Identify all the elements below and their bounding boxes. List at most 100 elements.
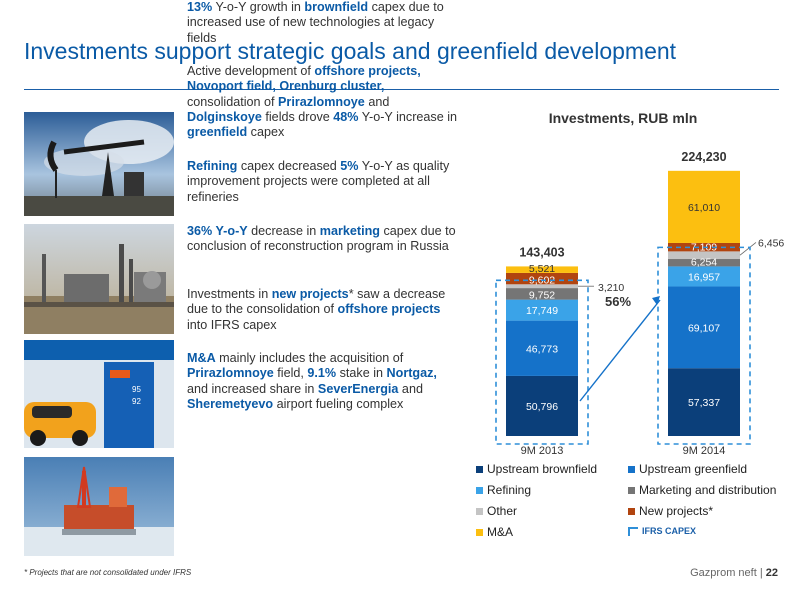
company-name: Gazprom neft | <box>690 567 763 579</box>
legend-item: Upstream brownfield <box>476 462 597 476</box>
footer: Gazprom neft | 22 <box>690 567 778 579</box>
body-text: and increased share in <box>187 381 318 396</box>
body-text: consolidation of <box>187 94 279 109</box>
legend-label: Other <box>487 504 518 518</box>
growth-arrow <box>579 299 661 402</box>
paragraph-greenfield: Active development of offshore projects,… <box>187 64 457 140</box>
growth-label: 56% <box>605 294 631 309</box>
x-tick-label: 9M 2014 <box>683 445 726 457</box>
data-label: 6,254 <box>691 256 717 268</box>
legend-item: New projects* <box>628 504 713 518</box>
chart-title: Investments, RUB mln <box>548 110 698 126</box>
body-text: and <box>364 94 390 109</box>
oil-pumpjack-image <box>24 112 174 216</box>
bar-segment <box>668 368 740 436</box>
legend-item: Upstream greenfield <box>628 462 747 476</box>
data-label: 46,773 <box>526 343 558 355</box>
paragraph-refining: Refining capex decreased 5% Y-o-Y as qua… <box>187 159 457 205</box>
highlight-text: new projects <box>271 287 349 301</box>
body-text: stake in <box>336 366 387 381</box>
body-text: Y-o-Y growth in <box>212 0 305 14</box>
bar-segment <box>506 288 578 300</box>
bar-segment <box>506 272 578 285</box>
page-number: 22 <box>765 567 778 579</box>
title-divider <box>24 89 779 90</box>
highlight-text: 5% <box>340 159 359 173</box>
body-text: into IFRS capex <box>187 317 277 332</box>
data-label: 9,752 <box>529 290 555 302</box>
legend-label: IFRS CAPEX <box>642 526 697 536</box>
page-title: Investments support strategic goals and … <box>24 38 677 64</box>
legend-swatch <box>476 528 483 536</box>
bar-segment <box>506 320 578 376</box>
bar-segment <box>506 375 578 436</box>
offshore-platform-image <box>24 457 174 556</box>
footnote: * Projects that are not consolidated und… <box>24 568 192 577</box>
highlight-text: SeverEnergia <box>317 381 399 396</box>
legend-label: Upstream brownfield <box>487 462 598 476</box>
body-text: Y-o-Y as quality improvement projects we… <box>187 159 450 204</box>
body-text: capex due to conclusion of reconstructio… <box>187 224 456 254</box>
body-text: field, <box>273 366 308 381</box>
legend-label: New projects* <box>639 504 714 518</box>
refinery-image <box>24 224 174 334</box>
highlight-text: M&A <box>187 351 216 365</box>
data-label: 17,749 <box>526 305 558 317</box>
highlight-text: Refining <box>187 159 238 173</box>
dashed-box-icon <box>628 526 638 536</box>
data-label: 69,107 <box>688 322 720 334</box>
legend-item: Refining <box>476 483 531 497</box>
highlight-text: offshore projects, Novoport field, Orenb… <box>187 64 421 94</box>
highlight-text: marketing <box>319 224 380 238</box>
highlight-text: 9.1% <box>307 366 337 381</box>
legend-label: Upstream greenfield <box>639 462 748 476</box>
svg-text:95: 95 <box>132 385 141 394</box>
label-leader <box>739 242 757 256</box>
svg-text:92: 92 <box>132 397 141 406</box>
bar-total-label: 143,403 <box>519 245 564 259</box>
growth-arrowhead <box>652 296 660 305</box>
legend-label: Refining <box>487 483 532 497</box>
bar-segment <box>668 266 740 287</box>
data-label: 57,337 <box>688 397 720 409</box>
legend-item: Marketing and distribution <box>628 483 776 497</box>
highlight-text: offshore projects <box>337 302 441 317</box>
highlight-text: greenfield <box>187 125 248 140</box>
fuel-station-image: 95 92 <box>24 340 174 448</box>
legend-label: M&A <box>487 525 514 539</box>
body-text: and <box>398 381 423 396</box>
paragraph-brownfield: 13% Y-o-Y growth in brownfield capex due… <box>187 0 457 46</box>
highlight-text: 36% Y-o-Y <box>187 224 248 238</box>
highlight-text: Prirazlomnoye <box>187 366 274 381</box>
body-text: * saw a decrease due to the consolidatio… <box>187 287 446 317</box>
body-text: airport fueling complex <box>273 396 404 411</box>
data-label: 61,010 <box>688 202 720 214</box>
highlight-text: brownfield <box>304 0 369 14</box>
paragraph-new-projects: Investments in new projects* saw a decre… <box>187 287 457 333</box>
paragraph-ma: M&A mainly includes the acquisition of P… <box>187 351 457 412</box>
bar-segment <box>668 170 740 243</box>
legend-swatch <box>628 465 635 473</box>
legend-swatch <box>628 507 635 515</box>
body-text: Active development of <box>187 64 315 78</box>
bar-segment <box>668 286 740 369</box>
highlight-text: 13% <box>187 0 213 14</box>
body-text: capex decreased <box>237 159 341 173</box>
bar-segment <box>506 266 578 273</box>
legend-item: M&A <box>476 525 513 539</box>
bar-segment <box>668 251 740 260</box>
legend-ifrs-capex: IFRS CAPEX <box>628 526 696 536</box>
body-text: capex due to increased use of new techno… <box>187 0 444 45</box>
legend-swatch <box>476 465 483 473</box>
legend-swatch <box>476 507 483 515</box>
data-label: 5,521 <box>529 263 555 275</box>
body-text: Y-o-Y increase in <box>358 109 457 124</box>
data-label: 6,456 <box>758 237 784 249</box>
bar-segment <box>668 259 740 267</box>
body-text: Investments in <box>187 287 272 301</box>
data-label: 50,796 <box>526 401 558 413</box>
legend-item: Other <box>476 504 517 518</box>
body-text: decrease in <box>247 224 320 238</box>
legend-swatch <box>476 486 483 494</box>
body-text: mainly includes the acquisition of <box>215 351 404 365</box>
